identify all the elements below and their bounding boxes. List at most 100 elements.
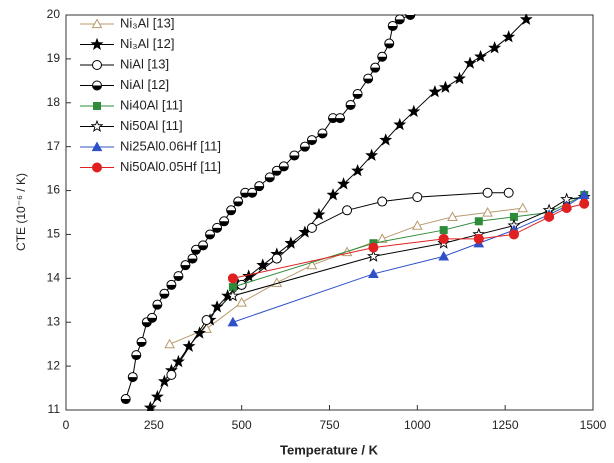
marker bbox=[152, 299, 163, 310]
marker bbox=[387, 20, 398, 31]
y-tick-label: 11 bbox=[48, 402, 61, 416]
marker-shape bbox=[90, 37, 104, 50]
x-tick-label: 1250 bbox=[492, 418, 519, 432]
marker-shape bbox=[166, 369, 177, 380]
marker-shape bbox=[300, 146, 310, 152]
marker bbox=[438, 250, 450, 261]
legend: Ni₃Al [13] Ni₃Al [12] NiAl [13] NiAl [12] Ni… bbox=[80, 15, 221, 174]
marker-shape bbox=[463, 56, 477, 69]
marker-shape bbox=[337, 177, 350, 190]
marker-shape bbox=[346, 104, 356, 110]
marker bbox=[342, 205, 353, 216]
marker bbox=[233, 196, 244, 207]
marker-shape bbox=[137, 341, 147, 347]
marker bbox=[428, 85, 442, 98]
marker-shape bbox=[544, 211, 555, 222]
marker-shape bbox=[377, 196, 388, 207]
y-tick-label: 17 bbox=[47, 139, 61, 153]
legend-label: Ni50Al [11] bbox=[120, 118, 183, 133]
marker-shape bbox=[407, 104, 421, 118]
marker bbox=[473, 233, 484, 244]
marker bbox=[351, 164, 365, 177]
marker-shape bbox=[379, 133, 393, 146]
marker bbox=[370, 62, 381, 73]
marker bbox=[447, 211, 458, 221]
marker bbox=[205, 229, 216, 240]
marker-shape bbox=[561, 203, 572, 214]
marker bbox=[508, 229, 519, 240]
marker-shape bbox=[453, 71, 466, 85]
x-axis-title: Temperature / K bbox=[280, 442, 379, 457]
marker-shape bbox=[164, 338, 175, 349]
marker-shape bbox=[335, 118, 345, 123]
marker bbox=[376, 233, 388, 243]
x-tick-label: 750 bbox=[319, 418, 339, 432]
marker-shape bbox=[265, 177, 275, 182]
marker bbox=[236, 279, 247, 290]
marker-shape bbox=[198, 245, 208, 250]
marker-shape bbox=[405, 15, 415, 20]
marker-shape bbox=[166, 284, 176, 290]
marker bbox=[474, 217, 483, 226]
marker-shape bbox=[236, 296, 248, 307]
marker-shape bbox=[384, 43, 394, 49]
marker-shape bbox=[438, 80, 452, 93]
marker bbox=[352, 89, 363, 99]
marker-shape bbox=[147, 317, 157, 323]
marker-shape bbox=[428, 85, 442, 98]
marker-shape bbox=[377, 56, 387, 62]
marker-shape bbox=[142, 322, 152, 327]
marker bbox=[164, 338, 175, 349]
marker-shape bbox=[365, 148, 379, 161]
legend-label: Ni₃Al [12] bbox=[120, 36, 174, 51]
marker bbox=[201, 315, 212, 326]
marker bbox=[482, 187, 493, 198]
marker-shape bbox=[256, 258, 270, 271]
marker bbox=[345, 99, 356, 110]
marker-shape bbox=[439, 226, 448, 235]
marker-shape bbox=[353, 94, 363, 99]
marker bbox=[517, 202, 529, 213]
marker-shape bbox=[205, 234, 215, 239]
marker bbox=[166, 369, 177, 380]
marker bbox=[150, 390, 164, 403]
marker bbox=[247, 187, 258, 198]
marker bbox=[337, 177, 350, 190]
y-axis-title: CTE (10⁻⁶ / K) bbox=[14, 173, 28, 251]
marker bbox=[91, 18, 103, 29]
series-line bbox=[169, 207, 523, 345]
marker-shape bbox=[482, 206, 493, 217]
marker bbox=[227, 273, 238, 284]
marker-shape bbox=[502, 30, 516, 43]
marker-shape bbox=[312, 207, 326, 221]
marker-shape bbox=[578, 189, 590, 200]
marker bbox=[377, 196, 388, 207]
marker-shape bbox=[157, 374, 171, 387]
marker-shape bbox=[92, 85, 102, 90]
marker bbox=[173, 271, 184, 282]
plot-frame bbox=[65, 14, 594, 411]
marker-shape bbox=[474, 49, 488, 63]
marker-shape bbox=[279, 166, 289, 171]
marker-shape bbox=[376, 233, 388, 243]
marker-shape bbox=[438, 250, 450, 261]
marker bbox=[284, 236, 298, 249]
x-tick-label: 1500 bbox=[580, 418, 607, 432]
y-tick-label: 16 bbox=[47, 183, 61, 197]
marker-shape bbox=[307, 140, 317, 145]
marker bbox=[394, 14, 405, 25]
marker bbox=[474, 49, 488, 63]
marker bbox=[198, 240, 209, 251]
marker-shape bbox=[366, 249, 380, 262]
marker bbox=[561, 203, 572, 214]
marker-shape bbox=[388, 25, 398, 31]
marker-shape bbox=[212, 227, 222, 233]
marker-shape bbox=[508, 229, 519, 240]
marker-shape bbox=[363, 78, 373, 84]
marker bbox=[278, 161, 289, 172]
marker bbox=[312, 207, 326, 221]
marker bbox=[201, 323, 212, 333]
marker-shape bbox=[326, 188, 340, 201]
marker bbox=[159, 288, 170, 299]
